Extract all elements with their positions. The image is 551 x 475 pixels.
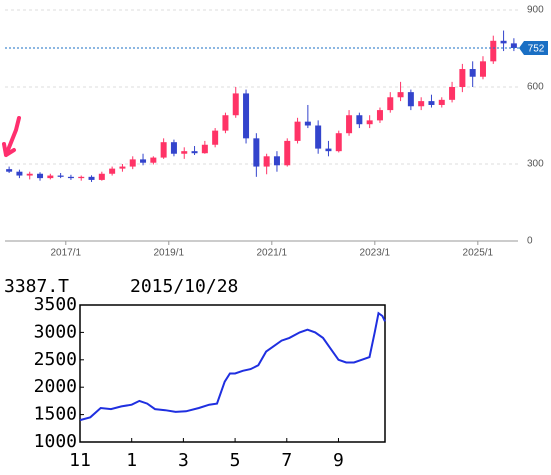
candle-body (191, 151, 198, 154)
candle-body (335, 133, 342, 152)
candle-body (284, 140, 291, 166)
candle-body (325, 148, 332, 152)
chart-title: 3387.T (4, 276, 69, 297)
candle-body (263, 156, 270, 167)
candle-body (212, 130, 219, 145)
x-tick-label: 2025/1 (463, 248, 494, 259)
x-tick-label: 9 (333, 450, 344, 471)
candle-body (469, 69, 476, 77)
x-tick-label: 2023/1 (360, 248, 391, 259)
candle-body (510, 43, 517, 48)
candle-body (418, 101, 425, 107)
candle-body (304, 121, 311, 126)
candle-body (428, 101, 435, 105)
candle-body (407, 92, 414, 107)
x-tick-label: 7 (281, 450, 292, 471)
y-tick-label: 0 (527, 236, 533, 247)
candle-body (253, 138, 260, 167)
candle-body (479, 61, 486, 77)
y-tick-label: 600 (527, 82, 544, 93)
candle-body (140, 159, 147, 163)
candle-body (16, 171, 23, 176)
candlestick-chart: 0 300 600 900 2017/1 2019/1 2021/1 2023/1 2025/1… (2, 5, 548, 259)
candle-body (47, 175, 54, 179)
y-tick-label: 300 (527, 159, 544, 170)
line-chart: 3387.T 2015/10/28 1000150020002500300035… (4, 276, 386, 471)
candle-body (346, 115, 353, 134)
candle-body (98, 173, 105, 180)
x-tick-label: 11 (69, 450, 91, 471)
candle-body (273, 156, 280, 166)
current-price-label: 752 (528, 44, 545, 55)
x-tick-label: 1 (126, 450, 137, 471)
candle-body (438, 99, 445, 105)
y-tick-label: 3000 (34, 321, 77, 342)
x-tick-label: 2017/1 (50, 248, 81, 259)
candle-body (6, 169, 13, 172)
candle-body (356, 115, 363, 125)
candle-body (500, 40, 507, 44)
y-tick-label: 900 (527, 5, 544, 16)
candle-body (67, 176, 74, 179)
candle-body (201, 144, 208, 154)
candle-body (294, 121, 301, 141)
candle-body (243, 93, 250, 139)
candle-body (397, 92, 404, 98)
pointer-arrow (2, 116, 21, 157)
x-tick-label: 2021/1 (257, 248, 288, 259)
chart-subtitle: 2015/10/28 (130, 276, 238, 297)
candle-body (315, 125, 322, 149)
candle-body (376, 110, 383, 121)
candle-body (490, 40, 497, 62)
candle-body (78, 176, 85, 179)
candle-body (222, 115, 229, 131)
candle-body (181, 151, 188, 154)
y-tick-label: 1500 (34, 404, 77, 425)
current-price-tag (519, 40, 548, 55)
candle-body (449, 87, 456, 100)
candle-body (26, 173, 33, 176)
x-tick-label: 5 (230, 450, 241, 471)
y-tick-label: 1000 (34, 431, 77, 452)
candle-body (88, 176, 95, 180)
plot-frame (79, 304, 386, 443)
candle-body (129, 159, 136, 167)
candle-body (150, 157, 157, 163)
y-tick-label: 3500 (34, 294, 77, 315)
y-tick-label: 2500 (34, 349, 77, 370)
candle-body (232, 93, 239, 116)
price-line (79, 311, 386, 422)
y-tick-label: 2000 (34, 376, 77, 397)
candle-body (57, 175, 64, 177)
candle-body (170, 142, 177, 154)
candle-body (160, 142, 167, 158)
candle-body (387, 97, 394, 111)
candle-body (109, 168, 116, 174)
x-tick-label: 2019/1 (153, 248, 184, 259)
candle-body (366, 120, 373, 125)
x-tick-label: 3 (178, 450, 189, 471)
candle-body (119, 166, 126, 169)
candle-body (37, 173, 44, 179)
candle-body (459, 69, 466, 87)
